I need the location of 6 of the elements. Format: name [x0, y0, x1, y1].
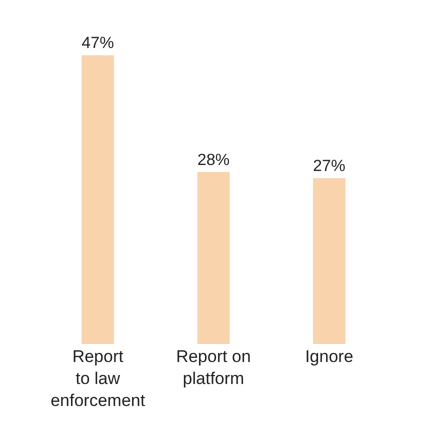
x-tick-label: Report on platform	[176, 347, 251, 388]
x-tick-label: Report to law enforcement	[50, 347, 146, 410]
data-label: 47%	[82, 34, 114, 52]
x-tick-label: Ignore	[305, 347, 354, 366]
data-label: 28%	[197, 150, 230, 169]
data-label: 27%	[312, 157, 346, 176]
